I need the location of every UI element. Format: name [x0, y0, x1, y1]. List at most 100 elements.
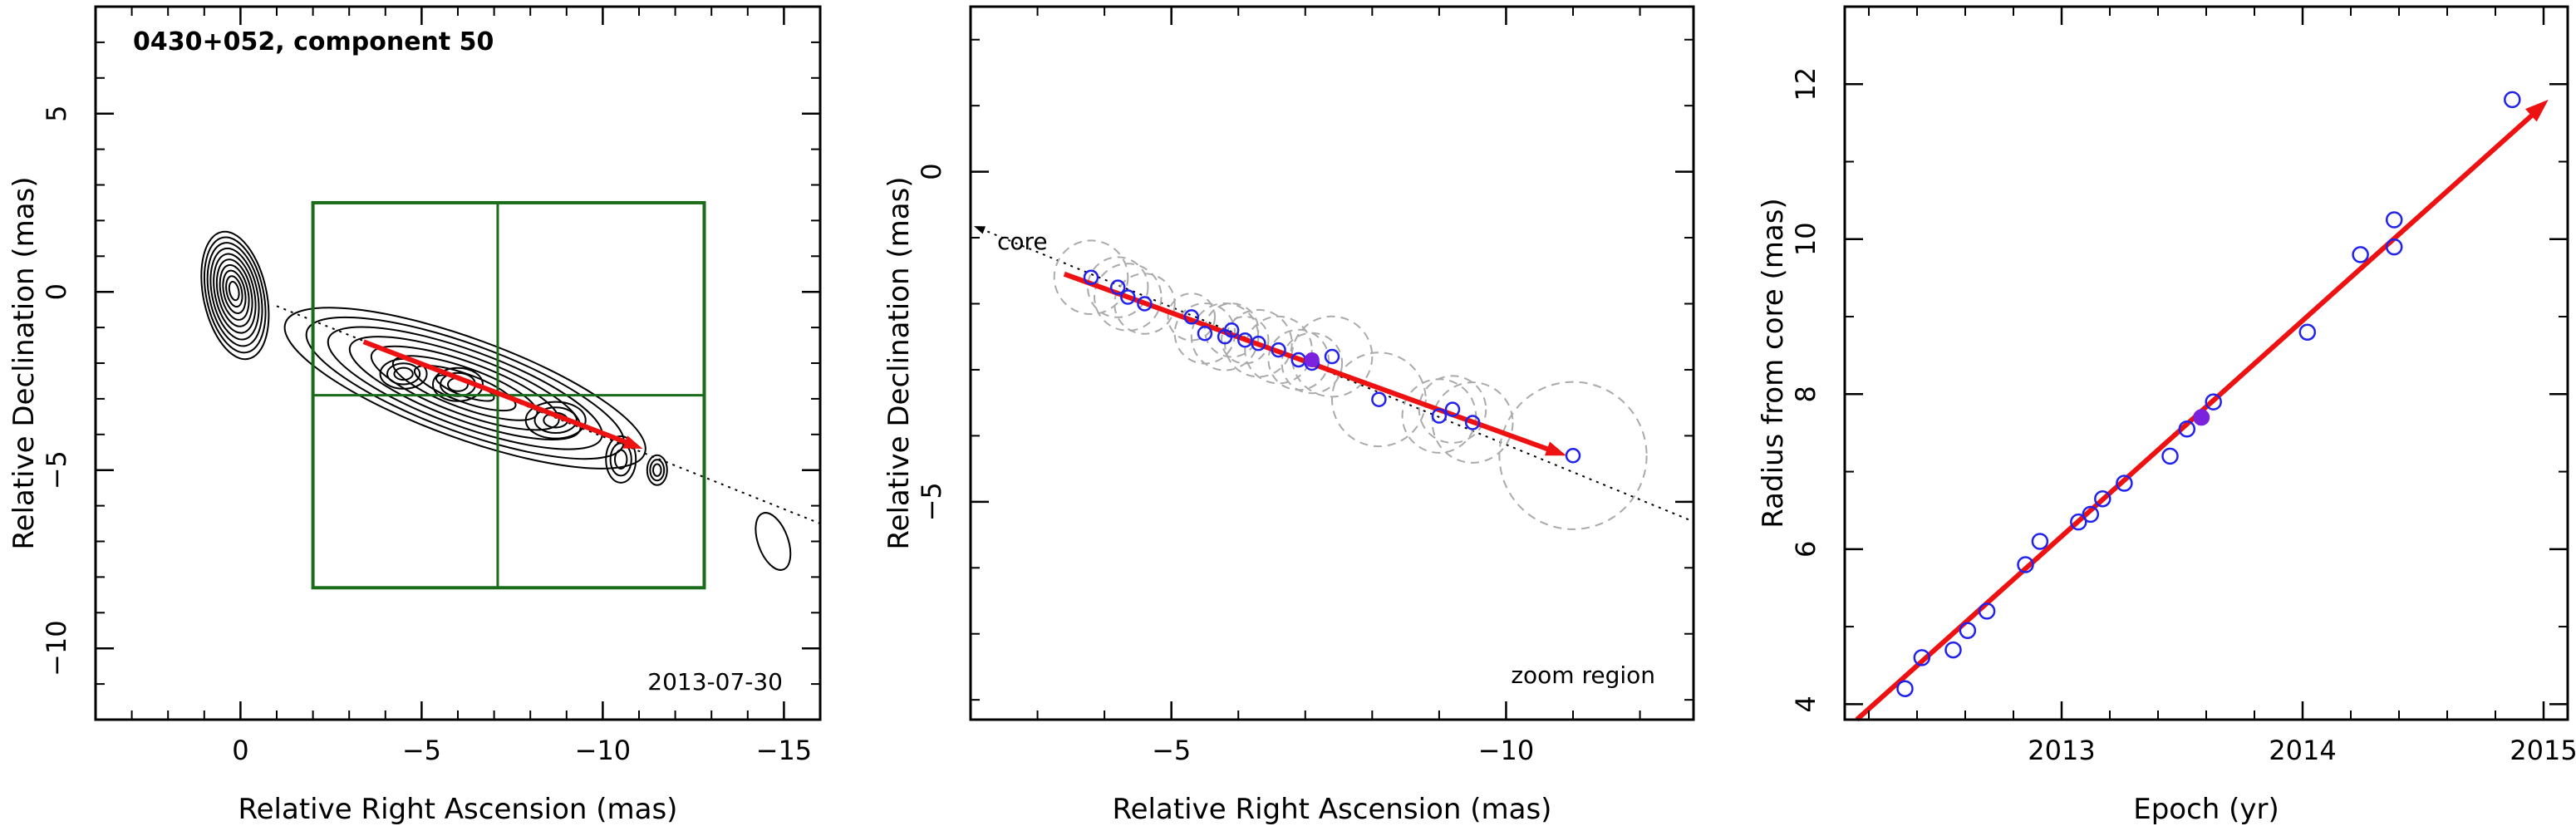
knot-contour: [432, 366, 484, 402]
position-point: [1223, 322, 1240, 338]
panel1-frame: [94, 5, 822, 721]
x-tick-label: −5: [1152, 735, 1191, 766]
component-size-circle: [1418, 375, 1487, 444]
highlight-point: [1304, 352, 1320, 368]
component-size-circle: [1086, 256, 1149, 318]
core-label: core: [997, 228, 1048, 255]
position-point: [1109, 279, 1126, 295]
position-point: [1197, 326, 1213, 342]
position-point: [1464, 415, 1481, 430]
position-point: [1271, 342, 1286, 358]
radius-point: [2205, 393, 2222, 411]
contour-level: [327, 326, 603, 450]
panel2-frame: [969, 5, 1695, 721]
y-tick-label: 6: [1790, 541, 1821, 558]
radius-point: [2352, 246, 2369, 263]
component-size-circle: [1094, 263, 1163, 332]
y-tick-label: −5: [41, 450, 72, 489]
knot-contour: [533, 406, 578, 435]
contour-level: [222, 269, 247, 314]
x-tick-label: −10: [1478, 735, 1535, 766]
core-direction-arrow: [974, 226, 986, 234]
knot-contour: [614, 449, 628, 470]
radius-point: [2178, 420, 2196, 438]
radius-point: [1913, 649, 1931, 666]
contour-level: [225, 275, 243, 308]
jet-contours: [283, 307, 668, 486]
highlight-point: [2193, 409, 2210, 426]
x-tick-label: −5: [402, 735, 441, 766]
panel3-x-axis-label: Epoch (yr): [2133, 793, 2279, 826]
component-size-circle: [1290, 315, 1374, 398]
y-tick-label: 0: [916, 163, 947, 179]
radius-point: [2031, 533, 2049, 550]
component-size-circle: [1331, 352, 1427, 448]
position-point: [1083, 269, 1099, 285]
panel2-x-axis-label: Relative Right Ascension (mas): [1113, 793, 1552, 826]
knot-contour: [605, 435, 637, 484]
x-tick-label: −10: [575, 735, 632, 766]
knot-contour: [646, 454, 668, 486]
radius-point: [2094, 489, 2111, 508]
component-size-circle: [1431, 381, 1514, 464]
component-size-circle: [1053, 239, 1129, 316]
contour-level: [204, 236, 267, 354]
panel3-frame: [1843, 5, 2569, 721]
component-size-circle: [1281, 332, 1344, 395]
panel2-note: zoom region: [1511, 661, 1655, 689]
y-tick-label: 8: [1790, 386, 1821, 402]
component-size-circle: [1167, 293, 1217, 342]
radius-point: [1896, 680, 1914, 697]
contour-level: [228, 280, 240, 302]
radius-point: [2504, 91, 2521, 109]
y-tick-label: −10: [41, 620, 72, 676]
motion-vector-head: [622, 435, 643, 449]
y-tick-label: 0: [41, 283, 72, 300]
panel1-date-label: 2013-07-30: [647, 668, 783, 696]
position-point: [1137, 296, 1153, 312]
x-tick-label: 2015: [2510, 735, 2576, 766]
panel-zoom-region: −5 −10 0 −5 core zoom region Relative Right…: [882, 5, 1695, 826]
radius-point: [2070, 513, 2087, 531]
contour-level: [206, 242, 263, 347]
motion-vector-head: [1544, 441, 1566, 456]
component-size-circle: [1113, 273, 1176, 335]
contour-level: [283, 307, 646, 470]
radius-point: [2385, 238, 2403, 256]
radius-point: [1978, 602, 1996, 620]
position-point: [1371, 391, 1387, 407]
radius-point: [2385, 211, 2403, 229]
panel-radius-vs-epoch: 2013 2014 2015 4 6 8 10 12 Epoch (yr) Radius fr…: [1757, 5, 2576, 826]
panel1-x-axis-label: Relative Right Ascension (mas): [238, 793, 678, 826]
contour-level: [370, 345, 560, 431]
position-point: [1324, 348, 1340, 365]
radius-point: [2161, 447, 2179, 465]
contour-level: [219, 263, 250, 321]
knot-contour: [652, 463, 662, 477]
y-tick-label: 10: [1790, 222, 1821, 256]
radius-point: [1959, 622, 1977, 639]
component-size-circle: [1203, 302, 1260, 358]
contour-level: [213, 253, 257, 334]
knot-contour: [649, 459, 666, 482]
radius-point: [2017, 556, 2034, 573]
component-size-circle: [1244, 315, 1313, 385]
x-tick-label: 0: [232, 735, 248, 766]
x-tick-label: 2014: [2269, 735, 2336, 766]
knot-contour: [393, 366, 414, 381]
position-point: [1565, 447, 1581, 464]
jet-axis-line: [980, 228, 1694, 523]
panel1-y-axis-label: Relative Declination (mas): [7, 176, 41, 549]
component-size-circle: [1498, 381, 1648, 530]
knot-contour: [524, 401, 587, 440]
y-tick-label: 5: [41, 106, 72, 122]
core-contours: [200, 230, 270, 361]
component-size-circle: [1401, 378, 1477, 454]
x-tick-label: 2013: [2028, 735, 2095, 766]
position-point: [1251, 335, 1266, 352]
radius-point: [2082, 505, 2100, 524]
contour-level: [215, 258, 253, 327]
y-tick-label: 12: [1790, 67, 1821, 101]
